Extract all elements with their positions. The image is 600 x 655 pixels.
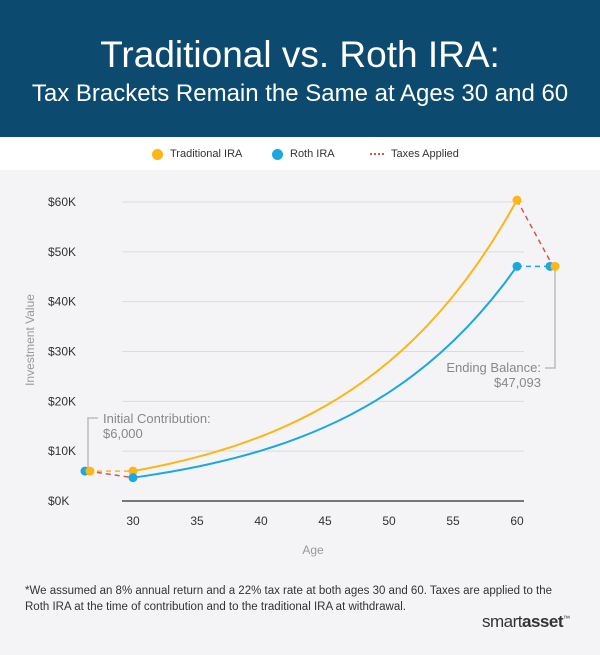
legend-traditional: Traditional IRA [152,148,242,160]
legend-label: Roth IRA [290,148,335,160]
roth-end-point [512,261,522,271]
ending-leader-line [545,262,556,369]
x-tick-label: 50 [382,514,396,528]
y-tick-label: $60K [48,195,76,209]
y-axis-label: Investment Value [23,294,37,386]
traditional-end-point [512,195,522,205]
x-axis-label: Age [302,543,324,557]
y-tick-label: $10K [48,444,76,458]
traditional-line [132,199,518,473]
title: Traditional vs. Roth IRA: [100,34,500,75]
y-tick-label: $20K [48,394,76,408]
y-tick-label: $50K [48,245,76,259]
initial-traditional-point [85,466,95,476]
initial-title: Initial Contribution: [103,411,211,426]
x-tick-label: 35 [190,514,204,528]
legend: Traditional IRA Roth IRA Taxes Applied [0,137,600,170]
legend-label: Taxes Applied [391,148,459,160]
ending-traditional-point [550,261,560,271]
x-tick-label: 45 [318,514,332,528]
ending-value: $47,093 [494,375,541,390]
x-tick-label: 30 [126,514,140,528]
legend-roth: Roth IRA [272,148,335,160]
y-tick-label: $0K [48,494,69,508]
y-tick-label: $30K [48,345,76,359]
ending-title: Ending Balance: [446,360,541,375]
header: Traditional vs. Roth IRA: Tax Brackets R… [0,0,600,137]
traditional-tax-connector [516,199,554,267]
taxes-swatch [370,153,384,155]
legend-label: Traditional IRA [170,148,243,160]
subtitle: Tax Brackets Remain the Same at Ages 30 … [31,80,569,107]
traditional-start-point [128,466,138,476]
roth-tax-connector [87,470,134,479]
roth-swatch [272,148,283,160]
y-tick-label: $40K [48,295,76,309]
traditional-swatch [152,148,163,160]
x-tick-label: 55 [446,514,460,528]
initial-value: $6,000 [103,426,143,441]
roth-line [132,265,518,479]
x-tick-label: 60 [510,514,524,528]
footnote: *We assumed an 8% annual return and a 22… [25,585,553,613]
legend-taxes: Taxes Applied [370,148,459,160]
initial-leader-line [87,417,98,469]
roth-start-point [128,473,138,483]
x-tick-label: 40 [254,514,268,528]
smartasset-logo: smartasset™ [482,612,570,631]
